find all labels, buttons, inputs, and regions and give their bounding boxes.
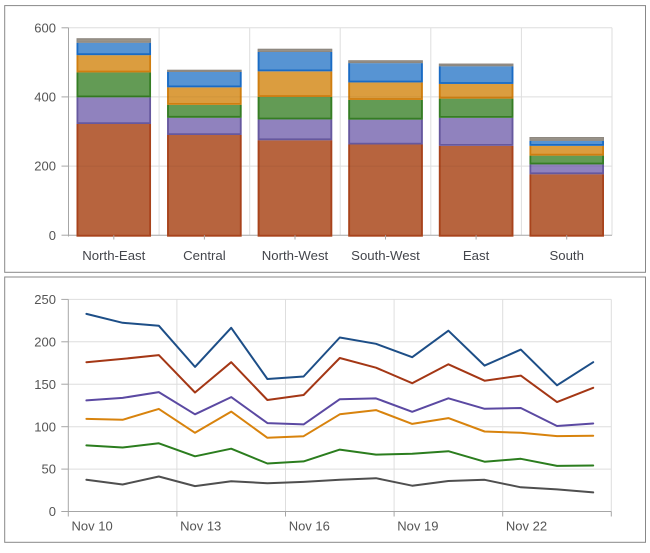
svg-text:Nov 10: Nov 10 (72, 519, 113, 534)
svg-text:600: 600 (34, 20, 56, 35)
svg-text:Nov 19: Nov 19 (397, 519, 438, 534)
svg-text:Nov 16: Nov 16 (289, 519, 330, 534)
svg-text:South: South (549, 248, 583, 263)
svg-text:Central: Central (183, 248, 226, 263)
svg-text:North-East: North-East (82, 248, 145, 263)
svg-text:50: 50 (42, 462, 56, 477)
svg-text:North-West: North-West (262, 248, 329, 263)
svg-text:150: 150 (34, 377, 56, 392)
svg-text:400: 400 (34, 90, 56, 105)
svg-text:250: 250 (34, 292, 56, 307)
svg-text:100: 100 (34, 419, 56, 434)
svg-text:200: 200 (34, 334, 56, 349)
svg-text:200: 200 (34, 159, 56, 174)
svg-text:0: 0 (49, 504, 56, 519)
svg-text:South-West: South-West (351, 248, 420, 263)
svg-text:Nov 22: Nov 22 (506, 519, 547, 534)
svg-text:Nov 13: Nov 13 (180, 519, 221, 534)
svg-text:East: East (463, 248, 490, 263)
svg-text:0: 0 (49, 228, 56, 243)
